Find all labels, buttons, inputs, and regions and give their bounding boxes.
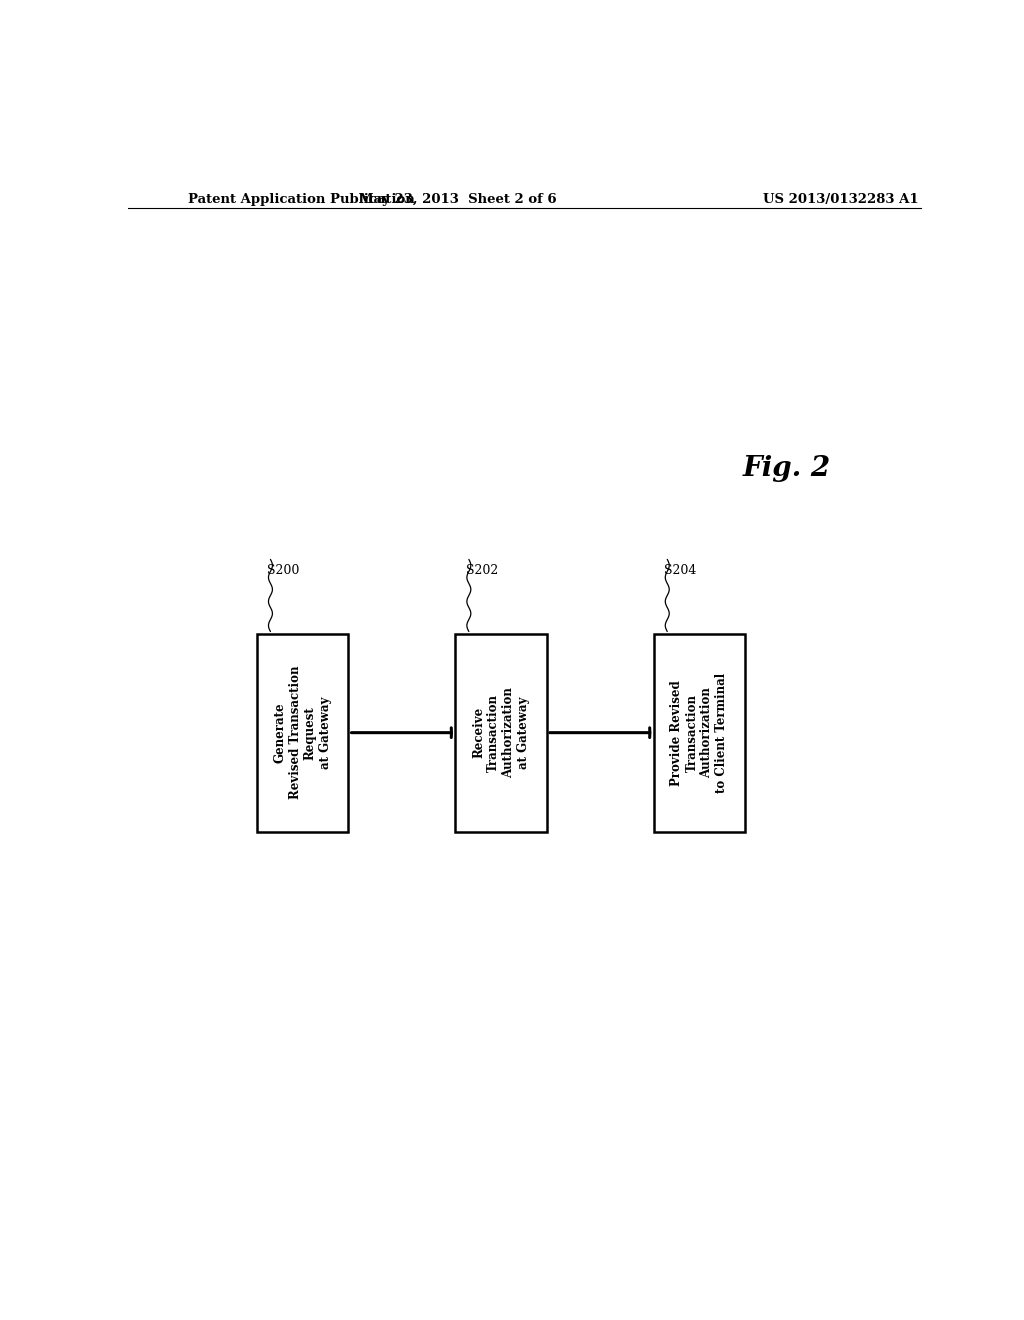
Text: S202: S202 <box>466 565 498 577</box>
Bar <box>653 634 745 832</box>
Text: S200: S200 <box>267 565 300 577</box>
Text: Receive
Transaction
Authorization
at Gateway: Receive Transaction Authorization at Gat… <box>472 688 530 777</box>
Bar <box>456 634 547 832</box>
Text: Fig. 2: Fig. 2 <box>742 455 830 482</box>
Text: Patent Application Publication: Patent Application Publication <box>187 193 415 206</box>
Text: US 2013/0132283 A1: US 2013/0132283 A1 <box>763 193 919 206</box>
Text: Provide Revised
Transaction
Authorization
to Client Terminal: Provide Revised Transaction Authorizatio… <box>671 673 728 793</box>
Text: May 23, 2013  Sheet 2 of 6: May 23, 2013 Sheet 2 of 6 <box>358 193 556 206</box>
Text: S204: S204 <box>665 565 696 577</box>
Bar <box>257 634 348 832</box>
Text: Generate
Revised Transaction
Request
at Gateway: Generate Revised Transaction Request at … <box>273 665 332 800</box>
